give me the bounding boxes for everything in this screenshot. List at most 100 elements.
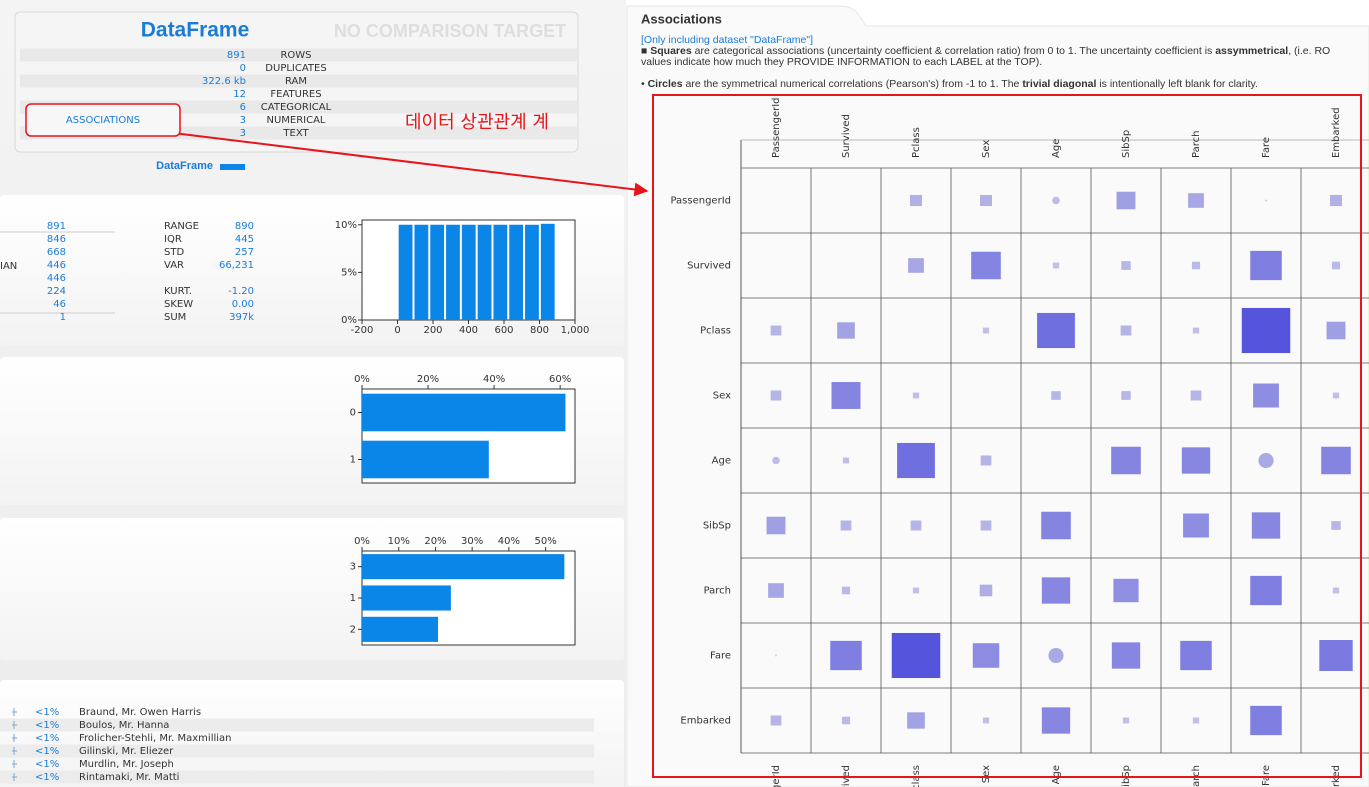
bar: [362, 393, 566, 432]
text-pct: <1%: [35, 733, 59, 744]
stat-label: KURT.: [164, 286, 192, 297]
text-value: Braund, Mr. Owen Harris: [79, 707, 201, 718]
association-square: [1188, 193, 1204, 208]
stat-label: IAN: [0, 261, 17, 272]
association-square: [1111, 446, 1141, 475]
association-square: [907, 712, 925, 729]
row-label: PassengerId: [670, 196, 731, 207]
association-square: [841, 716, 851, 725]
association-square: [1113, 578, 1139, 603]
association-square: [1052, 262, 1060, 269]
association-square: [1116, 191, 1136, 210]
association-square: [980, 194, 992, 207]
associations-panel: [626, 5, 1369, 787]
association-square: [766, 516, 786, 535]
association-circle: [1258, 452, 1274, 469]
legend-label: DataFrame: [156, 160, 213, 172]
association-circle: [1052, 196, 1060, 205]
text-pct: <1%: [35, 759, 59, 770]
summary-label: FEATURES: [270, 89, 321, 100]
x-tick-label: 50%: [535, 536, 557, 547]
row-stripe: [0, 744, 594, 758]
association-square: [1321, 446, 1351, 475]
column-label: Pclass: [911, 127, 922, 158]
associations-button[interactable]: [25, 103, 181, 137]
row-label: Sex: [713, 391, 731, 402]
text-segment: •: [641, 78, 648, 90]
association-square: [1332, 587, 1340, 594]
column-label: Age: [1051, 139, 1062, 158]
association-square: [891, 632, 941, 679]
arrow: [164, 131, 649, 197]
column-label: Sex: [981, 765, 992, 783]
association-square: [1041, 511, 1071, 540]
x-tick-label: 30%: [461, 536, 483, 547]
histogram-bar: [477, 224, 492, 320]
column-label: Sex: [981, 140, 992, 158]
association-square: [1041, 577, 1071, 604]
associations-button-label[interactable]: ASSOCIATIONS: [66, 115, 140, 126]
column-label: Embarked: [1331, 107, 1342, 158]
row-icon: [12, 734, 17, 742]
association-square: [910, 520, 922, 531]
column-label: Parch: [1191, 131, 1202, 158]
stat-value: 397k: [229, 312, 254, 323]
association-square: [1250, 575, 1282, 606]
summary-value: 12: [233, 89, 246, 100]
row-icon: [12, 760, 17, 768]
association-square: [837, 322, 855, 339]
column-label: Fare: [1261, 765, 1272, 786]
column-label: SibSp: [1121, 130, 1132, 158]
bar: [362, 616, 439, 642]
stat-value: 445: [235, 234, 254, 245]
x-tick-label: 600: [494, 325, 513, 336]
y-tick-label: 3: [350, 562, 356, 573]
legend-swatch: [220, 164, 245, 170]
column-label: PassengerId: [771, 97, 782, 158]
summary-value: 3: [240, 115, 246, 126]
stat-value: 224: [47, 286, 66, 297]
text-segment: are the symmetrical numerical correlatio…: [683, 78, 1023, 90]
histogram-bar: [509, 224, 524, 320]
y-tick-label: 10%: [335, 220, 357, 231]
row-label: Survived: [687, 261, 731, 272]
association-square: [1191, 261, 1201, 270]
y-tick-label: 0%: [341, 315, 357, 326]
association-square: [982, 717, 990, 724]
histogram-bar: [446, 224, 460, 320]
association-square: [830, 640, 862, 671]
association-circle: [1048, 647, 1064, 664]
association-square: [1332, 392, 1340, 399]
row-label: Pclass: [700, 326, 731, 337]
association-square: [770, 390, 782, 401]
histogram-bar: [525, 224, 539, 320]
stat-value: 890: [235, 221, 254, 232]
text-pct: <1%: [35, 720, 59, 731]
row-label: Embarked: [680, 716, 731, 727]
association-square: [1181, 447, 1211, 474]
association-square: [1111, 642, 1141, 669]
association-square: [912, 392, 920, 399]
association-square: [979, 584, 993, 597]
x-tick-label: 60%: [549, 374, 571, 385]
text-pct: <1%: [35, 746, 59, 757]
association-square: [1120, 325, 1132, 336]
association-square: [840, 520, 852, 531]
text-value: Murdlin, Mr. Joseph: [79, 759, 174, 770]
association-square: [1192, 327, 1200, 334]
text-value: Gilinski, Mr. Eliezer: [79, 746, 174, 757]
stat-label: SUM: [164, 312, 186, 323]
highlight-box: [652, 94, 1362, 778]
summary-label: RAM: [285, 76, 307, 87]
row-icon: [12, 708, 17, 716]
y-tick-label: 2: [350, 624, 356, 635]
association-square: [1250, 705, 1282, 736]
association-square: [1331, 521, 1341, 530]
text-segment: is intentionally left blank for clarity.: [1096, 78, 1257, 90]
summary-label: NUMERICAL: [266, 115, 325, 126]
associations-title: Associations: [641, 11, 722, 26]
text-value: Rintamaki, Mr. Matti: [79, 772, 179, 783]
column-label: Age: [1051, 765, 1062, 784]
stat-label: IQR: [164, 234, 182, 245]
